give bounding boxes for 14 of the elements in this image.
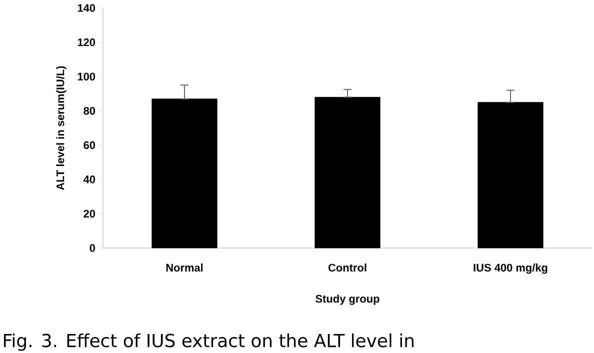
y-tick-label: 60 <box>84 141 96 150</box>
y-tick-label: 0 <box>90 244 96 252</box>
y-tick-label: 100 <box>78 72 96 80</box>
y-tick-label: 40 <box>83 176 96 184</box>
y-tick-label: 80 <box>84 106 96 115</box>
x-tick-label: Normal <box>166 264 203 272</box>
y-tick-label: 120 <box>78 38 96 46</box>
x-tick-label: Control <box>328 264 366 272</box>
y-tick-label: 20 <box>84 210 96 218</box>
x-tick-label: IUS 400 mg/kg <box>474 264 548 274</box>
y-axis-title: ALT level in serum(IU/L) <box>56 66 66 190</box>
x-axis-title: Study group <box>316 294 380 305</box>
caption: Fig. 3. Effect of IUS extract on the ALT level in <box>4 333 414 351</box>
y-tick-label: 140 <box>78 4 96 12</box>
